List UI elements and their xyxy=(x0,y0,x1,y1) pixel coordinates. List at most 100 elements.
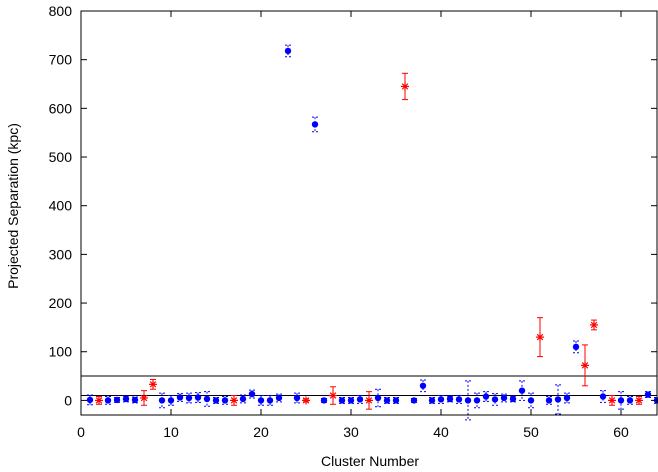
data-point xyxy=(410,397,418,404)
asterisk-stroke xyxy=(590,321,598,329)
data-point xyxy=(113,396,121,404)
asterisk-stroke xyxy=(401,83,409,90)
data-point xyxy=(356,396,364,403)
data-point xyxy=(86,396,94,404)
plot-marks xyxy=(81,44,658,421)
data-point xyxy=(338,397,346,404)
data-point xyxy=(266,397,274,404)
data-point xyxy=(644,391,652,398)
data-point xyxy=(347,397,355,404)
data-point xyxy=(626,397,634,404)
data-point xyxy=(527,397,535,404)
data-point xyxy=(194,394,202,401)
data-point xyxy=(176,394,184,401)
plot-frame xyxy=(80,10,658,416)
asterisk-stroke xyxy=(149,381,157,388)
data-point xyxy=(95,396,103,405)
asterisk-stroke xyxy=(230,397,238,404)
data-point xyxy=(437,396,445,403)
data-point xyxy=(428,397,436,404)
data-point xyxy=(284,47,292,55)
data-point xyxy=(329,391,337,400)
data-point xyxy=(590,320,598,329)
y-tick-label: 700 xyxy=(49,52,73,68)
data-point xyxy=(608,396,616,405)
y-tick-label: 100 xyxy=(49,344,73,360)
data-point xyxy=(239,395,247,403)
error-bar xyxy=(474,392,480,409)
data-point xyxy=(509,395,517,403)
series-0 xyxy=(86,44,658,421)
data-point xyxy=(392,397,400,404)
y-tick-label: 200 xyxy=(49,295,73,311)
data-point xyxy=(482,393,490,400)
asterisk-stroke xyxy=(581,362,589,369)
data-point xyxy=(230,396,238,405)
data-point xyxy=(122,395,130,403)
data-point xyxy=(455,396,463,403)
data-point xyxy=(158,397,166,404)
data-point xyxy=(221,397,229,404)
x-tick-label: 50 xyxy=(523,424,539,440)
data-point xyxy=(464,397,472,404)
data-point xyxy=(500,394,508,402)
data-point xyxy=(185,394,193,402)
data-point xyxy=(248,390,256,398)
data-point xyxy=(536,333,544,342)
x-tick-label: 60 xyxy=(613,424,629,440)
asterisk-stroke xyxy=(95,397,103,404)
data-point xyxy=(320,397,328,404)
data-point xyxy=(518,387,526,394)
data-point xyxy=(212,397,220,404)
data-point xyxy=(293,394,301,402)
asterisk-stroke xyxy=(140,394,148,402)
error-bar xyxy=(465,380,471,421)
asterisk-stroke xyxy=(302,397,310,404)
data-point xyxy=(563,394,571,402)
asterisk-stroke xyxy=(536,333,544,341)
error-bar xyxy=(159,392,165,409)
y-tick-label: 300 xyxy=(49,246,73,262)
series-1 xyxy=(95,72,643,410)
data-point xyxy=(140,393,148,402)
data-point xyxy=(419,382,427,389)
x-tick-label: 20 xyxy=(253,424,269,440)
data-point xyxy=(302,396,310,405)
data-point xyxy=(149,380,157,389)
x-tick-label: 40 xyxy=(433,424,449,440)
data-point xyxy=(617,397,625,404)
y-tick-label: 800 xyxy=(49,3,73,19)
data-point xyxy=(131,396,139,404)
data-point xyxy=(374,394,382,402)
y-tick-label: 500 xyxy=(49,149,73,165)
data-point xyxy=(311,121,319,128)
data-point xyxy=(275,394,283,402)
data-point xyxy=(257,397,265,404)
x-tick-label: 10 xyxy=(163,424,179,440)
data-point xyxy=(104,397,112,404)
asterisk-stroke xyxy=(365,397,373,404)
y-tick-label: 600 xyxy=(49,100,73,116)
error-bar xyxy=(528,392,534,409)
error-bar xyxy=(204,391,210,407)
data-point xyxy=(446,395,454,403)
x-tick-label: 30 xyxy=(343,424,359,440)
data-point xyxy=(572,343,580,351)
data-point xyxy=(635,396,643,405)
data-point xyxy=(167,397,175,404)
x-axis-label: Cluster Number xyxy=(321,453,419,469)
y-axis-label: Projected Separation (kpc) xyxy=(5,123,21,289)
data-point xyxy=(581,361,589,370)
asterisk-stroke xyxy=(635,397,643,404)
asterisk-stroke xyxy=(329,392,337,399)
y-axis-ticks: 0 100 200 300 400 500 600 700 800 xyxy=(49,3,657,408)
data-point xyxy=(365,396,373,405)
data-point xyxy=(401,82,409,91)
data-point xyxy=(545,397,553,404)
data-point xyxy=(203,395,211,403)
data-point xyxy=(383,397,391,404)
y-tick-label: 400 xyxy=(49,198,73,214)
data-point xyxy=(473,397,481,404)
y-tick-label: 0 xyxy=(64,392,72,408)
